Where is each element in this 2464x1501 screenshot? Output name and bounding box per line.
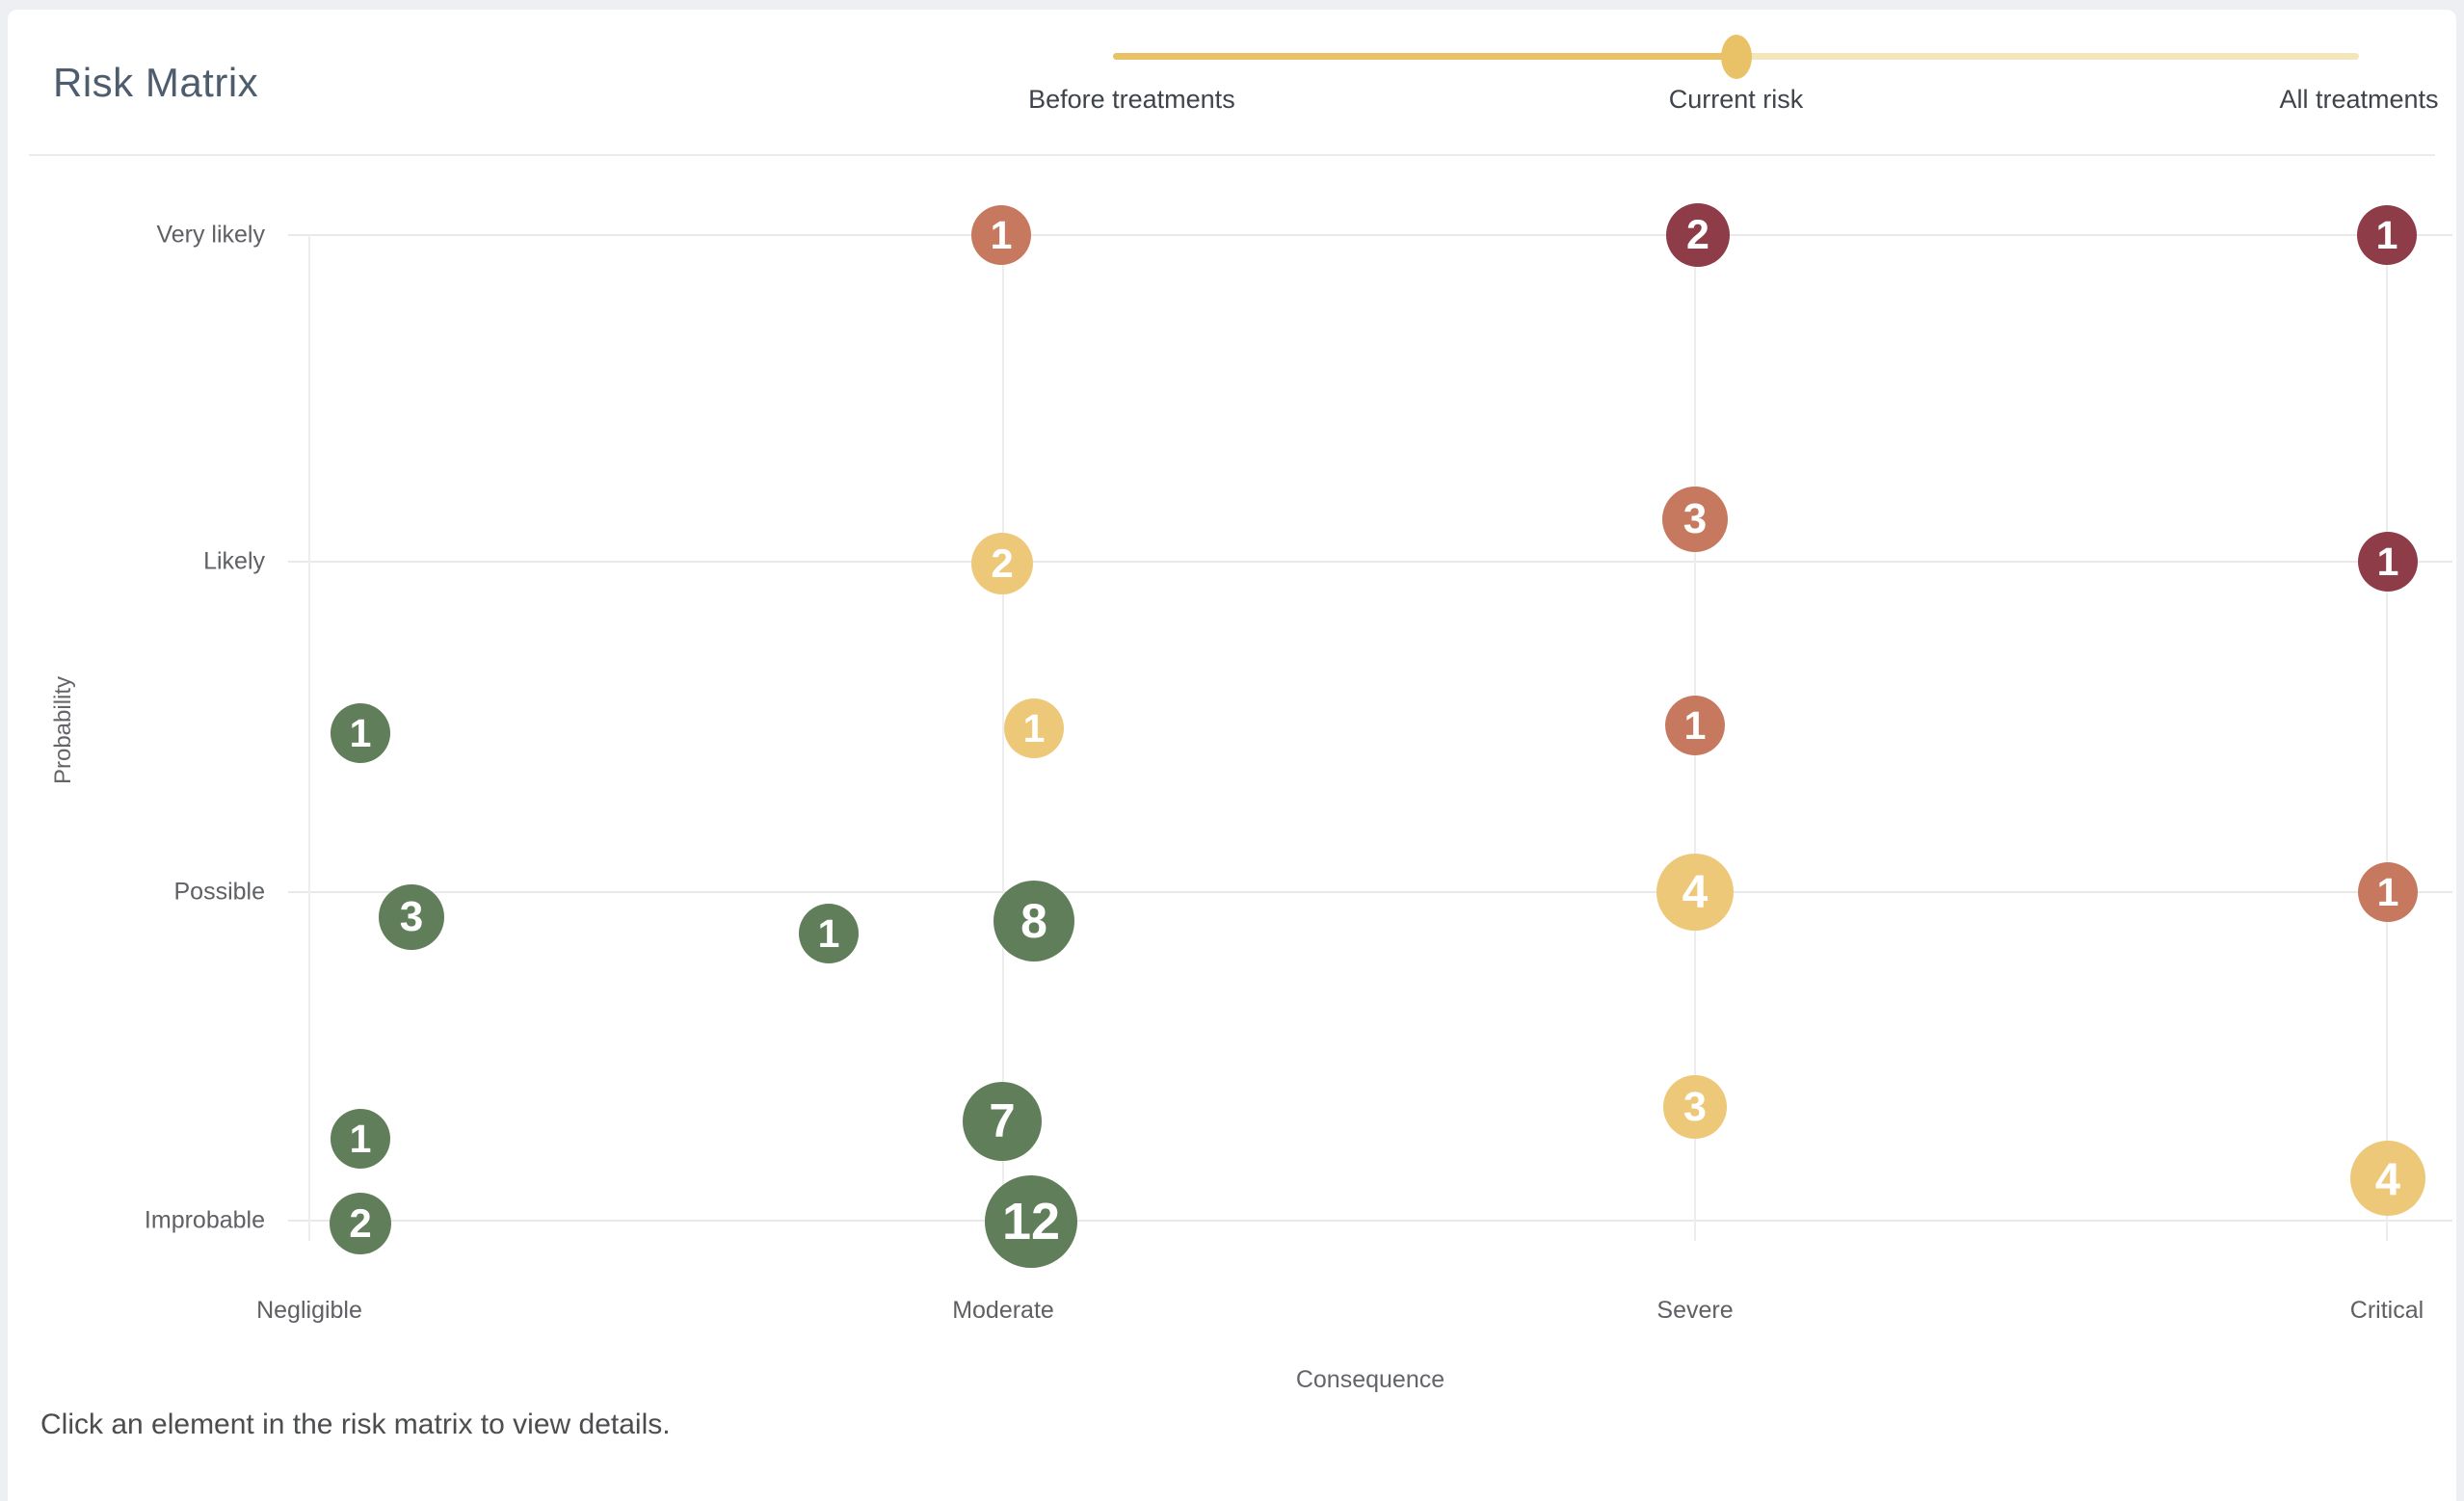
risk-bubble[interactable]: 1 (1665, 696, 1725, 755)
y-category-label: Improbable (144, 1206, 265, 1234)
gridline-col-0 (308, 235, 310, 1241)
risk-bubble[interactable]: 3 (1663, 1075, 1727, 1139)
risk-bubble[interactable]: 1 (1004, 698, 1064, 758)
risk-bubble[interactable]: 2 (1666, 203, 1730, 267)
risk-bubble[interactable]: 3 (1662, 487, 1728, 552)
risk-bubble[interactable]: 1 (331, 1109, 390, 1169)
y-category-label: Very likely (156, 221, 265, 249)
risk-bubble[interactable]: 1 (971, 205, 1031, 265)
risk-bubble[interactable]: 1 (799, 904, 859, 963)
risk-bubble[interactable]: 12 (985, 1175, 1077, 1268)
gridline-row-0 (288, 234, 2452, 236)
treatment-slider[interactable]: Before treatments Current risk All treat… (1028, 29, 2439, 135)
y-category-label: Possible (173, 878, 266, 906)
y-category-label: Likely (203, 547, 265, 575)
slider-handle[interactable] (1720, 35, 1752, 79)
slider-labels: Before treatments Current risk All treat… (1028, 85, 2438, 123)
risk-bubble[interactable]: 8 (994, 881, 1074, 961)
page-title: Risk Matrix (53, 60, 259, 105)
risk-bubble[interactable]: 4 (2350, 1141, 2425, 1216)
gridline-col-1 (1002, 235, 1004, 1241)
footer-hint: Click an element in the risk matrix to v… (40, 1409, 671, 1440)
risk-bubble[interactable]: 7 (963, 1082, 1042, 1161)
risk-bubble[interactable]: 3 (379, 884, 444, 950)
risk-bubble[interactable]: 4 (1656, 854, 1734, 931)
gridline-col-3 (2386, 235, 2388, 1241)
gridline-row-1 (288, 561, 2452, 563)
risk-bubble[interactable]: 2 (971, 533, 1033, 594)
slider-option-before-treatments[interactable]: Before treatments (1028, 85, 1235, 114)
risk-matrix-card (8, 10, 2456, 1501)
slider-option-all-treatments[interactable]: All treatments (2279, 85, 2439, 114)
gridline-row-3 (288, 1220, 2452, 1222)
slider-track-active[interactable] (1113, 53, 1736, 60)
risk-bubble[interactable]: 2 (330, 1193, 391, 1254)
risk-bubble[interactable]: 1 (2358, 862, 2418, 922)
x-axis-title: Consequence (1295, 1366, 1445, 1393)
x-category-label: Severe (1656, 1297, 1734, 1324)
gridline-row-2 (288, 891, 2452, 893)
risk-bubble[interactable]: 1 (331, 703, 390, 763)
slider-option-current-risk[interactable]: Current risk (1668, 85, 1804, 114)
x-category-label: Negligible (256, 1297, 362, 1324)
x-category-label: Moderate (952, 1297, 1054, 1324)
header-divider (29, 154, 2435, 156)
risk-bubble[interactable]: 1 (2358, 532, 2418, 592)
risk-bubble[interactable]: 1 (2357, 205, 2417, 265)
y-axis-title: Probability (50, 675, 76, 785)
x-category-label: Critical (2349, 1297, 2424, 1324)
